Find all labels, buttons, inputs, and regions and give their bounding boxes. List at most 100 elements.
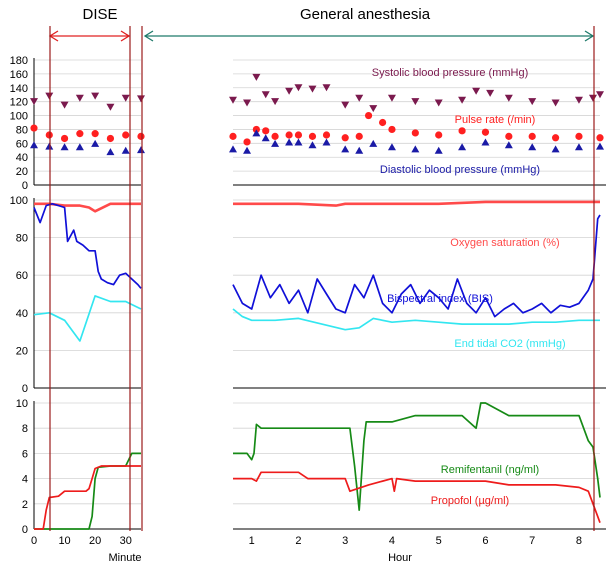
pulse-point-ga-12 — [379, 118, 387, 127]
pulse-point-dise-1 — [45, 131, 53, 139]
series-label-2-0: Remifentanil (ng/ml) — [441, 464, 539, 476]
p0-ytick-label-8: 160 — [10, 69, 28, 81]
diastolic-point-dise-4 — [91, 139, 100, 147]
systolic-point-ga-3 — [261, 91, 270, 99]
p0-ytick-label-5: 100 — [10, 111, 28, 123]
dise-header: DISE — [82, 6, 117, 23]
pulse-point-ga-11 — [364, 111, 373, 120]
pulse-point-ga-18 — [505, 132, 513, 140]
systolic-point-ga-17 — [486, 89, 495, 97]
systolic-point-ga-13 — [411, 98, 420, 106]
systolic-point-ga-14 — [434, 99, 443, 107]
hour-tick-label-2: 3 — [342, 535, 348, 547]
pulse-point-ga-20 — [551, 134, 560, 142]
pulse-point-dise-3 — [76, 130, 84, 138]
diastolic-point-dise-2 — [60, 143, 69, 151]
systolic-point-ga-1 — [243, 99, 252, 107]
oxygen-line-ga — [233, 200, 600, 207]
p2-ytick-label-4: 8 — [22, 423, 28, 435]
hour-tick-label-0: 1 — [249, 535, 255, 547]
systolic-point-ga-20 — [551, 99, 560, 107]
systolic-point-dise-4 — [91, 92, 100, 100]
systolic-point-ga-11 — [369, 105, 378, 113]
minute-axis-label: Minute — [108, 552, 141, 564]
series-label-1-0: Oxygen saturation (%) — [450, 237, 559, 249]
series-label-1-1: Bispectral index (BIS) — [387, 293, 493, 305]
hour-tick-label-7: 8 — [576, 535, 582, 547]
hour-tick-label-5: 6 — [482, 535, 488, 547]
systolic-point-dise-1 — [45, 92, 54, 100]
series-label-2-1: Propofol (µg/ml) — [431, 495, 509, 507]
systolic-point-dise-6 — [121, 94, 130, 102]
p1-ytick-label-1: 20 — [16, 345, 28, 357]
diastolic-point-ga-18 — [528, 143, 537, 151]
diastolic-point-ga-9 — [341, 145, 350, 153]
general-anesthesia-header: General anesthesia — [300, 6, 431, 23]
p0-ytick-label-7: 140 — [10, 83, 28, 95]
systolic-point-ga-16 — [472, 87, 481, 95]
p0-ytick-label-2: 40 — [16, 152, 28, 164]
systolic-point-ga-7 — [308, 85, 317, 93]
systolic-point-ga-0 — [229, 96, 237, 104]
systolic-point-ga-22 — [588, 94, 597, 102]
pulse-point-dise-5 — [106, 134, 115, 143]
hour-tick-label-1: 2 — [295, 535, 301, 547]
diastolic-point-ga-13 — [411, 145, 420, 153]
pulse-point-ga-19 — [528, 132, 536, 140]
systolic-point-ga-5 — [285, 87, 294, 95]
pulse-point-ga-10 — [355, 132, 363, 140]
systolic-point-dise-3 — [75, 94, 84, 102]
diastolic-point-ga-16 — [481, 138, 490, 146]
p2-ytick-label-3: 6 — [22, 448, 28, 460]
systolic-point-dise-2 — [60, 101, 69, 109]
systolic-point-ga-12 — [387, 94, 396, 102]
diastolic-point-ga-4 — [271, 139, 280, 147]
systolic-point-ga-23 — [596, 91, 604, 99]
ga-arrow-right-head — [584, 30, 595, 42]
p0-ytick-label-6: 120 — [10, 97, 28, 109]
pulse-point-ga-15 — [435, 131, 443, 139]
pulse-point-dise-2 — [60, 134, 69, 143]
pulse-point-ga-22 — [596, 134, 604, 142]
p1-ytick-label-0: 0 — [22, 383, 28, 395]
diastolic-point-ga-21 — [596, 142, 604, 150]
pulse-point-ga-4 — [271, 132, 279, 140]
systolic-point-ga-4 — [271, 98, 280, 106]
diastolic-point-ga-15 — [458, 143, 467, 151]
pulse-point-ga-13 — [388, 125, 396, 134]
pulse-point-ga-5 — [285, 131, 293, 139]
remifentanil-line-ga — [233, 402, 601, 511]
diastolic-point-ga-0 — [229, 145, 237, 153]
diastolic-point-ga-12 — [387, 143, 396, 151]
systolic-point-dise-0 — [30, 98, 38, 106]
series-label-0-2: Diastolic blood pressure (mmHg) — [380, 164, 540, 176]
series-label-1-2: End tidal CO2 (mmHg) — [454, 338, 565, 350]
propofol-line-ga — [233, 471, 601, 523]
systolic-point-ga-15 — [458, 96, 467, 104]
diastolic-point-ga-8 — [322, 138, 331, 146]
diastolic-point-ga-7 — [308, 141, 317, 149]
pulse-point-dise-0 — [30, 124, 38, 132]
p1-ytick-label-5: 100 — [10, 195, 28, 207]
diastolic-point-ga-6 — [294, 138, 303, 146]
p2-ytick-label-0: 0 — [22, 524, 28, 536]
diastolic-point-ga-1 — [243, 146, 252, 154]
systolic-point-ga-10 — [355, 94, 364, 102]
p2-ytick-label-1: 2 — [22, 499, 28, 511]
pulse-point-ga-8 — [322, 131, 331, 139]
pulse-point-dise-6 — [122, 131, 130, 139]
systolic-point-ga-18 — [504, 94, 513, 102]
hour-tick-label-4: 5 — [436, 535, 442, 547]
p2-ytick-label-5: 10 — [16, 398, 28, 410]
diastolic-point-ga-20 — [574, 143, 583, 151]
p0-ytick-label-1: 20 — [16, 166, 28, 178]
remifentanil-line-dise — [34, 452, 141, 530]
diastolic-point-dise-7 — [137, 146, 145, 154]
minute-tick-label-3: 30 — [120, 535, 132, 547]
pulse-point-ga-16 — [458, 127, 466, 135]
hour-tick-label-6: 7 — [529, 535, 535, 547]
diastolic-point-dise-3 — [75, 143, 84, 151]
dise-arrow-right-head — [120, 30, 131, 42]
